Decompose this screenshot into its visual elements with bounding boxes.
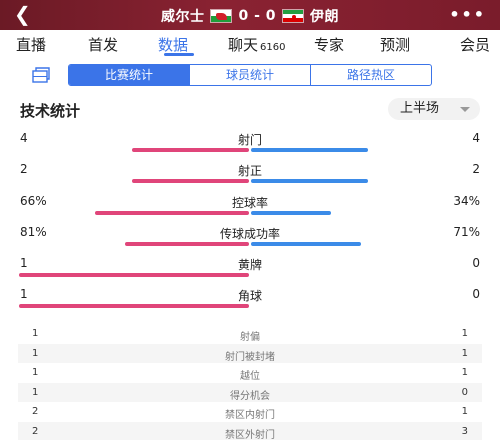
home-team-name: 威尔士 — [160, 9, 205, 25]
home-detail-value: 1 — [32, 328, 39, 339]
away-stat-bar — [251, 148, 368, 152]
detail-name: 射偏 — [240, 332, 260, 343]
main-nav: 直播 首发 数据 聊天 6160 专家 预测 会员 — [0, 30, 500, 56]
iran-flag-icon — [282, 9, 305, 23]
away-stat-value: 71% — [453, 225, 480, 239]
detail-row: 1 射偏 1 — [18, 324, 482, 344]
detail-row: 1 越位 1 — [18, 363, 482, 383]
away-stat-value: 0 — [472, 287, 480, 301]
home-stat-value: 1 — [20, 287, 28, 301]
match-score: 0 - 0 — [238, 8, 277, 24]
match-header: ❮ 威尔士 0 - 0 伊朗 ••• — [0, 0, 500, 30]
away-detail-value: 1 — [461, 347, 468, 359]
detail-name: 得分机会 — [230, 390, 270, 402]
home-detail-value: 2 — [32, 425, 39, 437]
detail-name: 禁区内射门 — [225, 410, 275, 421]
tab-experts[interactable]: 专家 — [314, 36, 345, 54]
detail-row: 1 得分机会 0 — [18, 382, 482, 402]
away-stat-value: 4 — [472, 131, 480, 145]
away-stat-bar — [251, 211, 331, 215]
stat-row: 81% 传球成功率 71% — [0, 225, 500, 255]
stat-row: 1 黄牌 0 — [0, 256, 500, 286]
stat-row: 66% 控球率 34% — [0, 194, 500, 224]
detail-row: 2 禁区外射门 3 — [18, 421, 482, 440]
chevron-down-icon — [460, 107, 470, 112]
tab-live[interactable]: 直播 — [16, 36, 47, 54]
home-stat-value: 2 — [20, 162, 28, 176]
away-detail-value: 1 — [461, 328, 468, 339]
detail-name: 越位 — [240, 371, 260, 382]
stat-row: 4 射门 4 — [0, 131, 500, 161]
period-select[interactable]: 上半场 — [388, 98, 480, 120]
stat-name: 角球 — [237, 289, 262, 303]
away-detail-value: 1 — [461, 367, 468, 378]
active-tab-indicator — [164, 53, 194, 56]
wales-flag-icon — [210, 9, 233, 23]
home-stat-bar — [124, 242, 249, 246]
chevron-left-icon[interactable]: ❮ — [14, 2, 31, 26]
stat-name: 射正 — [237, 164, 262, 178]
tab-data[interactable]: 数据 — [158, 36, 189, 54]
match-title: 威尔士 0 - 0 伊朗 — [0, 6, 500, 26]
period-value: 上半场 — [400, 101, 440, 116]
home-stat-bar — [94, 211, 249, 215]
away-team-name: 伊朗 — [310, 9, 340, 25]
tab-prediction[interactable]: 预测 — [380, 36, 411, 54]
home-stat-value: 81% — [20, 225, 47, 239]
home-stat-value: 1 — [20, 256, 28, 270]
away-detail-value: 3 — [461, 425, 468, 437]
home-detail-value: 1 — [32, 347, 39, 359]
home-stat-bar — [19, 273, 249, 277]
home-stat-value: 4 — [20, 131, 28, 145]
away-stat-value: 0 — [472, 256, 480, 270]
detail-name: 射门被封堵 — [225, 351, 275, 363]
detail-name: 禁区外射门 — [225, 429, 275, 440]
stat-name: 射门 — [237, 133, 262, 147]
stats-segment-control: 比赛统计 球员统计 路径热区 — [68, 64, 432, 86]
section-title: 技术统计 — [20, 102, 81, 120]
home-stat-value: 66% — [20, 194, 47, 208]
segment-match-stats[interactable]: 比赛统计 — [69, 65, 189, 85]
home-stat-bar — [132, 148, 249, 152]
home-detail-value: 1 — [32, 386, 39, 398]
home-detail-value: 1 — [32, 367, 39, 378]
away-detail-value: 1 — [461, 406, 468, 417]
home-detail-value: 2 — [32, 406, 39, 417]
away-stat-value: 34% — [453, 194, 480, 208]
stat-name: 传球成功率 — [219, 227, 280, 241]
tab-lineup[interactable]: 首发 — [88, 36, 119, 54]
away-stat-bar — [251, 179, 368, 183]
stat-name: 黄牌 — [237, 258, 262, 272]
stat-name: 控球率 — [231, 196, 268, 210]
segment-player-stats[interactable]: 球员统计 — [189, 65, 310, 85]
tab-chat[interactable]: 聊天 6160 — [228, 36, 286, 54]
detail-stats-table: 1 射偏 1 1 射门被封堵 1 1 越位 1 1 得分机会 0 2 禁区内射门 1 2 禁区外射门 3 — [18, 324, 482, 440]
stat-row: 2 射正 2 — [0, 162, 500, 192]
more-dots-icon[interactable]: ••• — [449, 5, 486, 24]
stat-row: 1 角球 0 — [0, 287, 500, 317]
away-stat-value: 2 — [472, 162, 480, 176]
tab-member[interactable]: 会员 — [460, 36, 491, 54]
away-detail-value: 0 — [461, 386, 468, 398]
field-icon[interactable] — [32, 67, 50, 83]
chat-count: 6160 — [260, 42, 286, 53]
home-stat-bar — [19, 304, 249, 308]
detail-row: 1 射门被封堵 1 — [18, 343, 482, 363]
home-stat-bar — [132, 179, 249, 183]
segment-heat-map[interactable]: 路径热区 — [310, 65, 431, 85]
detail-row: 2 禁区内射门 1 — [18, 402, 482, 422]
away-stat-bar — [251, 242, 361, 246]
